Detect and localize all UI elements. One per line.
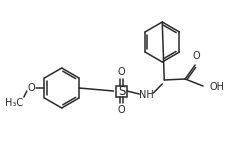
Text: NH: NH: [138, 90, 153, 100]
Text: H₃C: H₃C: [5, 98, 23, 108]
Text: O: O: [27, 83, 35, 93]
Text: OH: OH: [208, 82, 223, 92]
Text: S: S: [117, 84, 125, 98]
Text: O: O: [191, 51, 199, 61]
Text: O: O: [117, 105, 125, 115]
FancyBboxPatch shape: [116, 85, 126, 97]
Text: O: O: [117, 67, 125, 77]
